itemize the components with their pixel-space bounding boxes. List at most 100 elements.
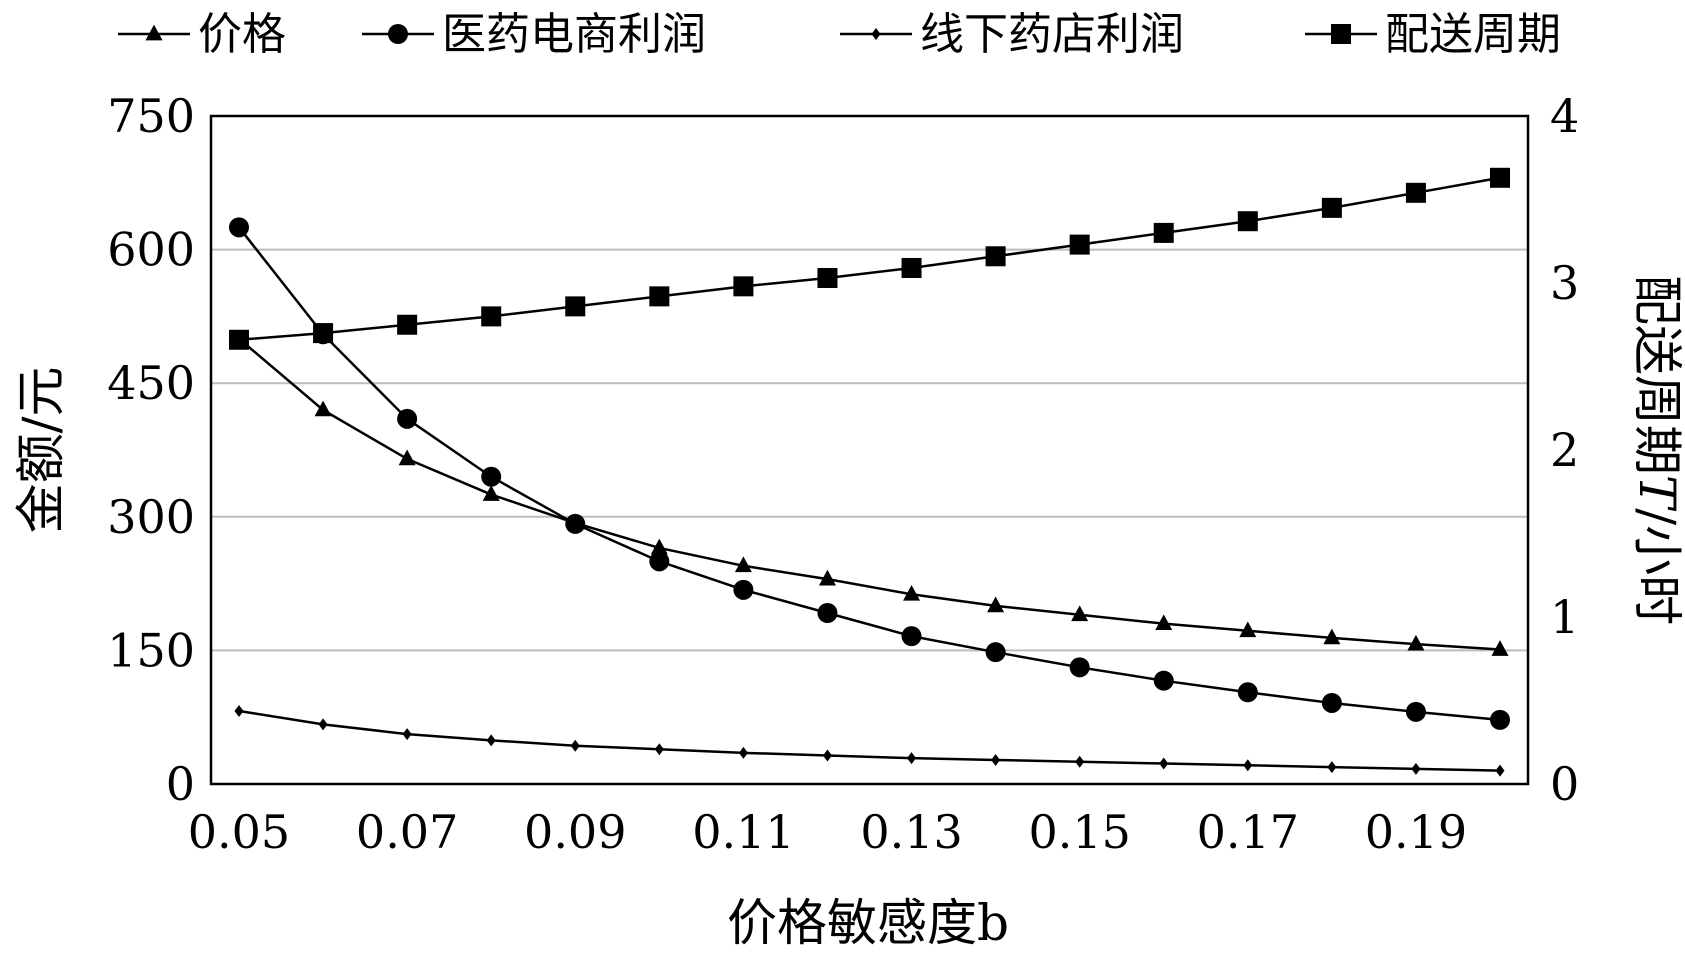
data-point xyxy=(234,704,244,717)
y-tick-label: 750 xyxy=(107,89,195,143)
series-line xyxy=(238,176,1501,342)
series-1 xyxy=(230,329,1509,656)
data-point xyxy=(903,584,921,601)
legend-label: 医药电商利润 xyxy=(442,9,706,60)
data-point xyxy=(985,642,1006,663)
legend-item: 价格 xyxy=(118,9,286,60)
data-point xyxy=(1153,670,1174,691)
data-point xyxy=(229,217,249,238)
x-tick-label: 0.07 xyxy=(356,805,458,859)
data-point xyxy=(1069,234,1090,255)
legend-marker xyxy=(388,24,408,44)
legend-marker xyxy=(145,24,163,41)
series-2 xyxy=(229,217,1510,730)
y2-axis-title-prefix: 配送周期 xyxy=(1628,275,1685,475)
y-tick-label: 450 xyxy=(107,356,195,410)
y2-tick-label: 1 xyxy=(1550,590,1579,644)
x-tick-label: 0.17 xyxy=(1197,805,1299,859)
data-point xyxy=(1155,614,1173,631)
data-point xyxy=(733,579,754,600)
series-line xyxy=(238,226,1501,722)
x-axis-ticks: 0.05 0.07 0.09 0.11 0.13 0.15 0.17 0.19 xyxy=(188,805,1467,859)
data-point xyxy=(318,718,328,731)
data-point xyxy=(565,513,586,534)
x-tick-label: 0.09 xyxy=(524,805,626,859)
legend-marker xyxy=(871,28,881,40)
data-point xyxy=(733,276,754,297)
y-tick-label: 300 xyxy=(107,490,195,544)
data-point xyxy=(901,257,922,278)
y2-tick-label: 2 xyxy=(1550,423,1579,477)
data-point xyxy=(822,749,832,762)
data-point xyxy=(650,538,668,555)
data-point xyxy=(1239,621,1257,638)
data-point xyxy=(1243,759,1253,772)
data-point xyxy=(987,596,1005,613)
x-tick-label: 0.13 xyxy=(860,805,962,859)
y2-axis-title-variable: T xyxy=(1628,475,1685,512)
y-tick-label: 600 xyxy=(107,223,195,277)
data-point xyxy=(397,314,418,335)
data-point xyxy=(1153,222,1174,243)
legend-label: 配送周期 xyxy=(1385,9,1561,60)
y2-axis-title-suffix: /小时 xyxy=(1628,508,1685,625)
data-point xyxy=(313,323,334,344)
series-line xyxy=(238,337,1501,651)
y-tick-label: 0 xyxy=(166,757,195,811)
legend-marker xyxy=(1331,24,1351,44)
data-point xyxy=(481,306,502,327)
data-point xyxy=(1321,197,1342,218)
data-point xyxy=(907,752,917,765)
data-point xyxy=(1237,211,1258,232)
gridlines xyxy=(211,248,1528,652)
data-point xyxy=(481,466,502,487)
legend-item: 医药电商利润 xyxy=(362,9,706,60)
legend-label: 线下药店利润 xyxy=(920,9,1184,60)
data-point xyxy=(565,296,586,317)
data-point xyxy=(1071,605,1089,622)
data-point xyxy=(649,551,670,572)
data-point xyxy=(398,449,416,466)
data-point xyxy=(1411,762,1421,775)
data-point xyxy=(817,602,838,623)
legend-item: 线下药店利润 xyxy=(840,9,1184,60)
legend: 价格 医药电商利润 线下药店利润 配送周期 xyxy=(118,9,1561,60)
data-point xyxy=(654,743,664,756)
data-point xyxy=(1407,634,1425,651)
legend-label: 价格 xyxy=(198,9,286,60)
data-point xyxy=(1075,755,1085,768)
x-tick-label: 0.19 xyxy=(1365,805,1467,859)
data-point xyxy=(1237,682,1258,703)
plot-area-frame xyxy=(209,114,1530,786)
data-point xyxy=(570,739,580,752)
right-axis-ticks: 0 1 2 3 4 xyxy=(1550,89,1579,811)
data-point xyxy=(985,246,1006,267)
y-tick-label: 150 xyxy=(107,623,195,677)
y2-tick-label: 4 xyxy=(1550,89,1579,143)
left-axis-ticks: 0 150 300 450 600 750 xyxy=(107,89,195,811)
data-point xyxy=(397,408,418,429)
data-point xyxy=(901,626,922,647)
data-point xyxy=(1490,709,1510,730)
data-point xyxy=(1327,761,1337,774)
data-point xyxy=(817,267,838,288)
data-point xyxy=(1321,692,1342,713)
y2-axis-title: 配送周期T/小时 xyxy=(1628,275,1685,625)
data-point xyxy=(1069,657,1090,678)
data-point xyxy=(649,286,670,307)
y2-tick-label: 3 xyxy=(1550,256,1579,310)
x-axis-title: 价格敏感度b xyxy=(727,894,1009,952)
data-point xyxy=(1495,764,1505,777)
data-point xyxy=(734,556,752,573)
data-point xyxy=(1490,167,1510,188)
data-point xyxy=(818,569,836,586)
legend-item: 配送周期 xyxy=(1305,9,1561,60)
data-point xyxy=(1405,182,1426,203)
data-point xyxy=(991,753,1001,766)
series-line xyxy=(238,709,1501,772)
data-point xyxy=(1491,640,1509,656)
x-tick-label: 0.05 xyxy=(188,805,290,859)
y-axis-title: 金额/元 xyxy=(12,367,70,534)
data-point xyxy=(1159,757,1169,770)
